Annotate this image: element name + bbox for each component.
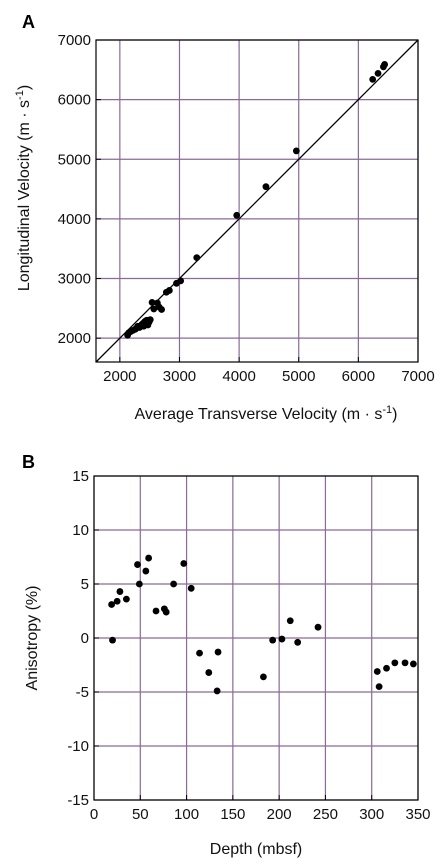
y-tick-label: -5 [76, 684, 89, 701]
x-tick-label: 300 [359, 806, 384, 823]
data-point [373, 668, 381, 675]
data-point [375, 683, 383, 690]
y-tick-label: -15 [67, 792, 89, 809]
data-point [113, 597, 121, 605]
panel-b-x-axis-title: Depth (mbsf) [210, 841, 302, 858]
data-point [146, 316, 154, 324]
y-tick-label: 5000 [58, 151, 91, 168]
data-point [409, 660, 417, 668]
data-point [187, 584, 195, 592]
data-point [177, 277, 185, 285]
y-tick-label: 5 [81, 576, 89, 593]
data-point [233, 211, 241, 219]
data-point [116, 588, 124, 595]
y-tick-label: 15 [72, 468, 89, 485]
data-point [260, 673, 267, 681]
data-point [401, 659, 409, 667]
x-tick-label: 50 [132, 806, 149, 823]
data-point [262, 183, 270, 191]
data-point [314, 623, 322, 631]
x-tick-label: 350 [405, 806, 430, 823]
data-point [150, 305, 158, 313]
y-tick-label: 0 [81, 630, 89, 647]
x-tick-label: 7000 [401, 368, 434, 385]
data-point [148, 298, 156, 306]
data-point [193, 254, 201, 262]
x-tick-label: 2000 [103, 368, 136, 385]
x-tick-label: 250 [313, 806, 338, 823]
panel-b-data-points [108, 554, 417, 695]
data-point [278, 635, 286, 643]
data-point [162, 608, 170, 616]
data-point [381, 61, 389, 68]
y-tick-label: 2000 [58, 330, 91, 347]
panel-b-x-tick-labels: 0 50 100 150 200 250 300 350 [90, 795, 431, 823]
panel-a-data-points [124, 61, 389, 339]
y-tick-label: 6000 [58, 92, 91, 109]
y-tick-label: 7000 [58, 32, 91, 49]
panel-a-label: A [22, 12, 35, 32]
y-tick-label: 10 [72, 522, 89, 539]
data-point [158, 306, 165, 313]
data-point [135, 580, 143, 588]
data-point [205, 669, 213, 676]
panel-b-gridlines [93, 475, 419, 801]
panel-a-plot-frame [95, 39, 419, 363]
data-point [286, 617, 294, 625]
data-point [165, 287, 173, 294]
one-to-one-line [95, 39, 419, 363]
y-tick-label: 3000 [58, 271, 91, 288]
data-point [383, 664, 390, 672]
data-point [196, 649, 203, 657]
panel-a-y-axis-title: Longitudinal Velocity (m · s-1) [14, 85, 33, 291]
panel-b-y-axis-title: Anisotropy (%) [24, 586, 41, 691]
data-point [134, 561, 141, 568]
x-tick-label: 100 [174, 806, 199, 823]
panel-a-velocity-chart: A 2000 3000 4000 5000 6000 7000 2000 3000 4000 5… [14, 12, 435, 423]
panel-a-x-axis-title: Average Transverse Velocity (m · s-1) [135, 404, 398, 423]
data-point [269, 636, 277, 644]
data-point [294, 638, 302, 646]
data-point [391, 659, 399, 667]
data-point [292, 147, 300, 155]
data-point [213, 687, 221, 695]
x-tick-label: 200 [267, 806, 292, 823]
panel-a-reference-line [95, 39, 419, 363]
y-tick-label: 4000 [58, 211, 91, 228]
data-point [142, 567, 150, 575]
panel-b-y-tick-labels: 15 10 5 0 -5 -10 -15 [67, 468, 99, 809]
x-tick-label: 150 [220, 806, 245, 823]
data-point [108, 601, 115, 608]
x-tick-label: 0 [90, 806, 98, 823]
data-point [369, 75, 377, 83]
x-tick-label: 4000 [222, 368, 255, 385]
data-point [145, 554, 153, 562]
x-tick-label: 5000 [282, 368, 315, 385]
data-point [109, 636, 116, 644]
data-point [374, 69, 382, 77]
data-point [180, 560, 188, 567]
x-tick-label: 3000 [163, 368, 196, 385]
data-point [123, 595, 130, 603]
data-point [170, 580, 178, 588]
panel-a-y-tick-labels: 2000 3000 4000 5000 6000 7000 [58, 32, 101, 347]
x-tick-label: 6000 [342, 368, 375, 385]
data-point [214, 648, 222, 656]
panel-a-x-tick-labels: 2000 3000 4000 5000 6000 7000 [103, 357, 435, 385]
panel-b-label: B [22, 452, 35, 472]
data-point [152, 607, 160, 615]
y-tick-label: -10 [67, 738, 89, 755]
